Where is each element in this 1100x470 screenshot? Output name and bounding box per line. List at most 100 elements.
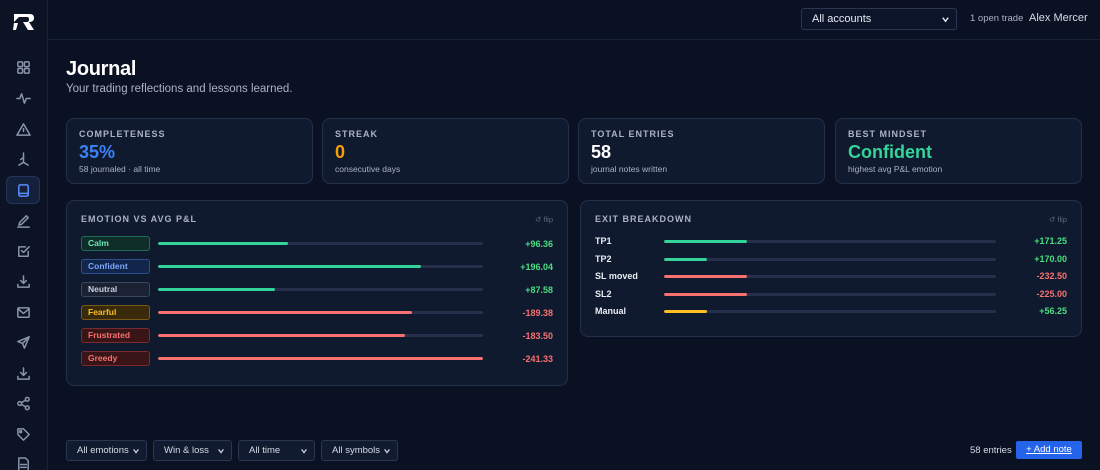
emotion-badge: Neutral xyxy=(81,282,150,297)
outcome-filter-select[interactable]: Win & loss xyxy=(153,440,232,461)
emotion-avg-pnl: -241.33 xyxy=(522,354,553,364)
stat-label: Best mindset xyxy=(848,129,928,139)
exit-pnl: +171.25 xyxy=(1034,236,1067,246)
stat-subtext: journal notes written xyxy=(591,164,668,174)
exit-bar-fill xyxy=(664,275,747,278)
emotion-bar-fill xyxy=(158,311,412,314)
exit-bar-fill xyxy=(664,257,708,261)
stat-subtext: consecutive days xyxy=(335,164,401,174)
account-select[interactable]: All accounts xyxy=(801,8,957,30)
stat-value: Confident xyxy=(848,142,932,162)
account-select-value: All accounts xyxy=(812,13,872,25)
exit-bar-track xyxy=(664,275,996,278)
download-icon xyxy=(16,274,30,288)
sidebar-item-tags[interactable] xyxy=(6,420,40,448)
sidebar-item-notes[interactable] xyxy=(6,206,40,234)
sidebar-item-export[interactable] xyxy=(6,359,40,387)
symbol-filter-select[interactable]: All symbols xyxy=(321,440,398,461)
chevron-down-icon xyxy=(133,449,139,454)
exit-row: TP1 +171.25 xyxy=(595,236,1067,250)
filter-value: All symbols xyxy=(332,445,381,456)
exit-bar-track xyxy=(664,292,996,296)
exit-row: SL2 -225.00 xyxy=(595,289,1067,303)
sidebar-item-journal[interactable] xyxy=(6,176,40,204)
exit-row: SL moved -232.50 xyxy=(595,271,1067,285)
sidebar-item-dashboard[interactable] xyxy=(6,53,40,81)
sidebar xyxy=(0,0,48,470)
emotion-row: Neutral +87.58 xyxy=(81,282,553,298)
download-icon xyxy=(16,366,30,380)
emotion-badge: Frustrated xyxy=(81,328,150,343)
sidebar-item-alerts[interactable] xyxy=(6,115,40,143)
document-icon xyxy=(17,456,29,470)
emotion-row: Greedy -241.33 xyxy=(81,351,553,367)
activity-icon xyxy=(15,92,31,104)
time-filter-select[interactable]: All time xyxy=(238,440,315,461)
emotion-avg-pnl: +96.36 xyxy=(525,239,553,249)
exit-label: TP1 xyxy=(595,236,612,246)
sidebar-item-activity[interactable] xyxy=(6,84,40,112)
emotion-bar-track xyxy=(158,357,483,360)
emotion-badge: Fearful xyxy=(81,305,150,320)
warning-icon xyxy=(15,122,31,136)
emotion-bar-track xyxy=(158,265,483,268)
entries-count: 58 entries xyxy=(970,445,1012,456)
exit-breakdown-panel: Exit breakdown ↺ flip TP1 +171.25 TP2 +170.… xyxy=(580,200,1082,337)
sidebar-item-strategy[interactable] xyxy=(6,145,40,173)
flip-button[interactable]: ↺ flip xyxy=(535,215,553,224)
add-note-button[interactable]: + Add note xyxy=(1016,441,1082,459)
exit-label: TP2 xyxy=(595,253,612,264)
emotion-avg-pnl: -189.38 xyxy=(522,308,553,318)
checklist-icon xyxy=(17,245,30,257)
stat-card-total-entries: Total entries 58 journal notes written xyxy=(578,118,825,184)
branch-icon xyxy=(17,151,29,166)
top-bar: All accounts 1 open trade Alex Mercer xyxy=(48,0,1100,40)
sidebar-item-mail[interactable] xyxy=(6,298,40,326)
sidebar-item-import[interactable] xyxy=(6,267,40,295)
stat-card-best-mindset: Best mindset Confident highest avg P&L e… xyxy=(835,118,1082,184)
stat-value: 35% xyxy=(79,142,116,162)
stat-value: 58 xyxy=(591,142,612,162)
user-name[interactable]: Alex Mercer xyxy=(1029,12,1088,24)
emotion-bar-fill xyxy=(158,334,405,337)
exit-pnl: -225.00 xyxy=(1036,288,1067,299)
emotion-bar-fill xyxy=(158,242,288,245)
emotion-pnl-panel: Emotion vs avg P&L ↺ flip Calm +96.36 Conf… xyxy=(66,200,568,386)
page-title: Journal xyxy=(66,58,137,80)
filter-value: Win & loss xyxy=(164,445,209,456)
emotion-filter-select[interactable]: All emotions xyxy=(66,440,147,461)
chevron-down-icon xyxy=(301,449,307,454)
sidebar-item-documents[interactable] xyxy=(6,450,40,470)
emotion-row: Frustrated -183.50 xyxy=(81,328,553,344)
emotion-badge: Greedy xyxy=(81,351,150,366)
emotion-bar-fill xyxy=(158,288,275,291)
stat-label: Total entries xyxy=(591,129,675,139)
chevron-down-icon xyxy=(218,449,224,454)
stat-card-completeness: Completeness 35% 58 journaled · all time xyxy=(66,118,313,184)
emotion-row: Calm +96.36 xyxy=(81,236,553,252)
flip-button[interactable]: ↺ flip xyxy=(1049,215,1067,224)
emotion-avg-pnl: +87.58 xyxy=(525,285,553,295)
chevron-down-icon xyxy=(942,17,949,23)
exit-bar-fill xyxy=(664,240,747,243)
panel-title: Exit breakdown xyxy=(595,214,692,224)
emotion-avg-pnl: +196.04 xyxy=(520,262,553,272)
exit-label: SL moved xyxy=(595,271,638,281)
stat-label: Completeness xyxy=(79,129,166,139)
emotion-bar-track xyxy=(158,242,483,245)
stat-subtext: highest avg P&L emotion xyxy=(848,164,943,174)
emotion-bar-track xyxy=(158,334,483,337)
sidebar-item-share[interactable] xyxy=(6,389,40,417)
sidebar-item-tasks[interactable] xyxy=(6,237,40,265)
exit-row: Manual +56.25 xyxy=(595,306,1067,320)
sidebar-item-send[interactable] xyxy=(6,328,40,356)
emotion-badge: Confident xyxy=(81,259,150,274)
exit-pnl: +56.25 xyxy=(1039,306,1067,316)
stat-label: Streak xyxy=(335,129,379,139)
journal-icon xyxy=(17,183,29,197)
open-trade-indicator[interactable]: 1 open trade xyxy=(970,13,1024,24)
emotion-row: Confident +196.04 xyxy=(81,259,553,275)
emotion-bar-track xyxy=(158,311,483,314)
emotion-bar-fill xyxy=(158,357,483,360)
logo[interactable] xyxy=(13,13,35,31)
